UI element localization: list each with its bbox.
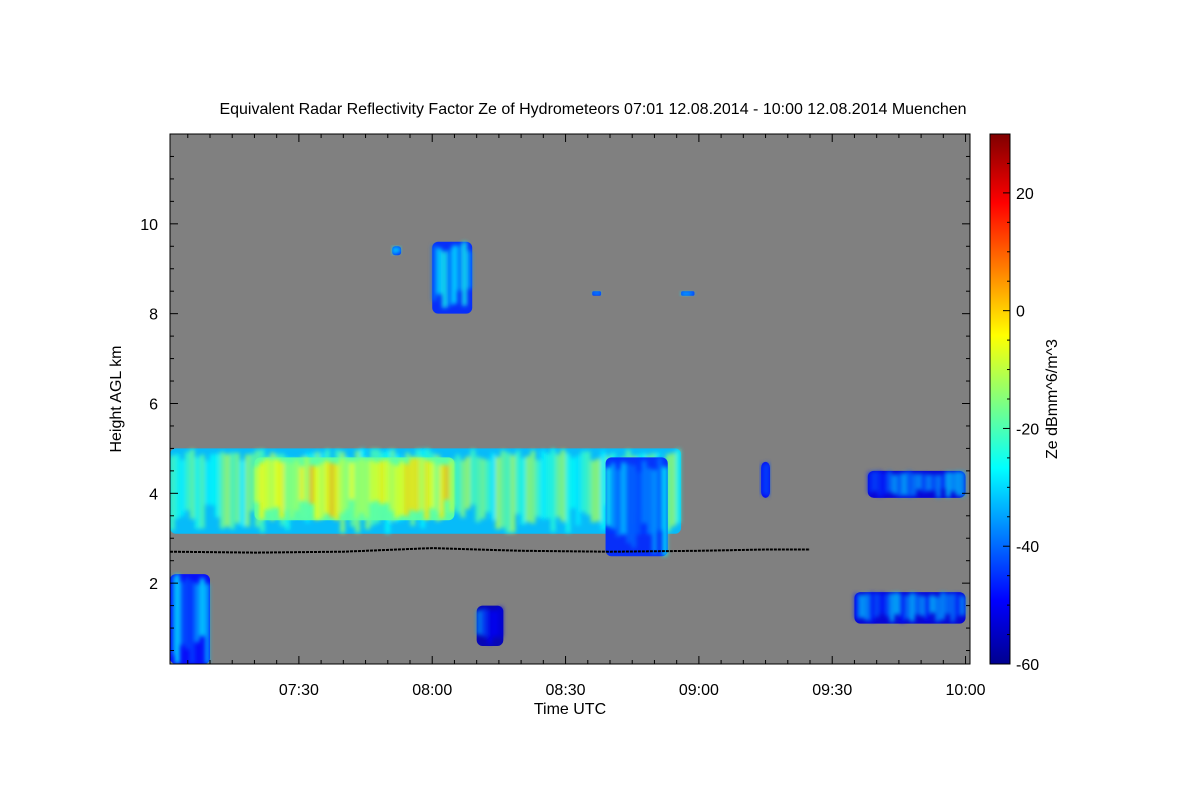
x-axis: 07:30 08:00 08:30 09:00 09:30 10:00	[187, 134, 986, 699]
colorbar-label: Ze dBmm^6/m^3	[1044, 339, 1061, 459]
echo-low-level-rain-shaft	[170, 574, 210, 664]
colorbar-tick-label: 20	[1016, 186, 1034, 203]
x-tick-label: 07:30	[279, 682, 319, 699]
echo-fallstreak-cell-0845	[605, 457, 668, 557]
echo-echo-0945	[867, 470, 966, 498]
x-tick-label: 10:00	[946, 682, 986, 699]
y-tick-label: 4	[149, 486, 158, 503]
echo-small-cell-0855	[681, 291, 695, 296]
y-axis-label: Height AGL km	[108, 345, 125, 452]
x-axis-label: Time UTC	[534, 701, 606, 718]
plot-area	[170, 134, 970, 664]
colorbar-tick-label: -20	[1016, 421, 1039, 438]
y-axis: 2 4 6 8 10	[140, 133, 970, 652]
colorbar-tick-label: -60	[1016, 657, 1039, 674]
echo-core-bright-band-region	[254, 457, 455, 521]
cloud-base-layer	[170, 547, 810, 554]
x-tick-label: 08:00	[412, 682, 452, 699]
echo-small-cell-0835	[592, 291, 602, 296]
chart-title: Equivalent Radar Reflectivity Factor Ze …	[219, 101, 966, 118]
colorbar-tick-label: 0	[1016, 304, 1025, 321]
echo-cirrus-cell-0805	[432, 241, 473, 314]
echo-low-clutter-0940	[854, 592, 966, 624]
echo-small-cell-0750	[392, 246, 402, 256]
colorbar-tick-label: -40	[1016, 539, 1039, 556]
x-tick-label: 08:30	[546, 682, 586, 699]
x-tick-label: 09:00	[679, 682, 719, 699]
y-tick-label: 6	[149, 396, 158, 413]
y-tick-label: 8	[149, 307, 158, 324]
y-tick-label: 10	[140, 217, 158, 234]
echo-echo-0915	[761, 461, 770, 498]
echo-low-clutter-0925	[476, 605, 504, 647]
x-tick-label: 09:30	[812, 682, 852, 699]
plot-frame	[169, 133, 971, 665]
ceilometer-cloud-base	[170, 547, 810, 554]
colorbar-axis: -60 -40 -20 0 20	[1003, 133, 1039, 674]
y-tick-label: 2	[149, 576, 158, 593]
echo-layer	[170, 241, 966, 664]
